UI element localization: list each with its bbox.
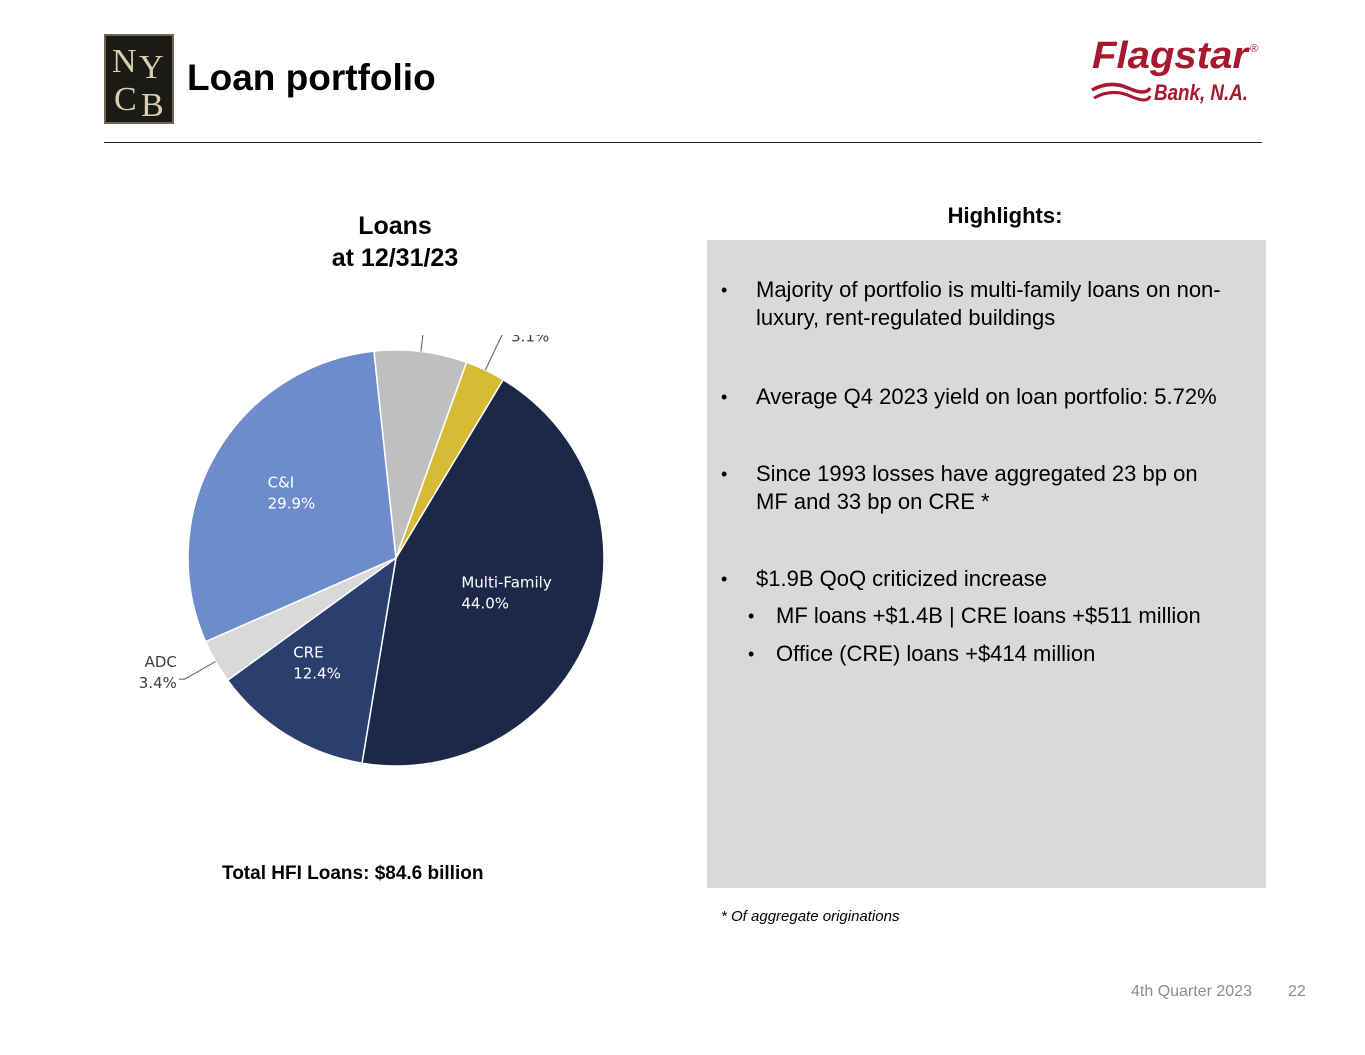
highlight-bullet-2: • Average Q4 2023 yield on loan portfoli… bbox=[721, 383, 1261, 411]
leader-line bbox=[178, 661, 216, 680]
highlight-sub-bullet-2: • Office (CRE) loans +$414 million bbox=[748, 640, 1258, 668]
slice-name-label: C&I bbox=[268, 473, 295, 491]
chart-title: Loans at 12/31/23 bbox=[290, 210, 500, 274]
slice-value-label: 12.4% bbox=[293, 665, 341, 683]
highlight-bullet-1: • Majority of portfolio is multi-family … bbox=[721, 276, 1261, 332]
flagstar-swoosh-icon bbox=[1091, 82, 1152, 94]
highlight-sub-bullet-2-text: Office (CRE) loans +$414 million bbox=[776, 641, 1096, 666]
page-number: 22 bbox=[1288, 983, 1306, 1000]
nycb-logo-letter-n: N bbox=[112, 43, 137, 80]
bullet-dot: • bbox=[748, 606, 755, 626]
highlight-bullet-1-line-1: Majority of portfolio is multi-family lo… bbox=[756, 277, 1221, 302]
flagstar-logo-sub: Bank, N.A. bbox=[1154, 80, 1248, 105]
highlight-sub-bullet-1: • MF loans +$1.4B | CRE loans +$511 mill… bbox=[748, 602, 1258, 630]
highlight-bullet-3-line-1: Since 1993 losses have aggregated 23 bp … bbox=[756, 461, 1198, 486]
header-divider bbox=[104, 142, 1262, 143]
highlight-bullet-2-line-1: Average Q4 2023 yield on loan portfolio:… bbox=[756, 384, 1217, 409]
bullet-dot: • bbox=[721, 280, 728, 300]
highlight-bullet-3-line-2: MF and 33 bp on CRE * bbox=[756, 489, 990, 514]
slice-value-label: 29.9% bbox=[268, 494, 316, 512]
highlight-bullet-1-line-2: luxury, rent-regulated buildings bbox=[756, 305, 1056, 330]
footer-quarter: 4th Quarter 2023 bbox=[1131, 983, 1252, 1000]
chart-title-line-1: Loans bbox=[358, 212, 432, 240]
flagstar-logo-text: Flagstar bbox=[1092, 35, 1250, 77]
pie-slice-cre bbox=[226, 556, 398, 765]
bullet-dot: • bbox=[721, 569, 728, 589]
nycb-logo-letter-y: Y bbox=[139, 49, 164, 86]
pie-slice-multi-family bbox=[361, 378, 605, 767]
flagstar-logo-registered: ® bbox=[1250, 43, 1258, 55]
slice-name-label: Multi-Family bbox=[461, 574, 551, 592]
flagstar-logo: Flagstar ® Bank, N.A. bbox=[1088, 30, 1268, 110]
bullet-dot: • bbox=[748, 644, 755, 664]
loan-pie-chart: Multi-Family 44.0% CRE 12.4% ADC 3.4% C&I 29.9%… bbox=[139, 335, 605, 767]
highlight-sub-bullet-1-text: MF loans +$1.4B | CRE loans +$511 millio… bbox=[776, 603, 1201, 628]
nycb-logo-letter-c: C bbox=[114, 81, 137, 118]
leader-line bbox=[484, 335, 503, 371]
highlight-bullet-3: • Since 1993 losses have aggregated 23 b… bbox=[721, 460, 1261, 516]
slice-name-label: ADC bbox=[145, 653, 177, 671]
bullet-dot: • bbox=[721, 464, 728, 484]
footnote: * Of aggregate originations bbox=[721, 908, 900, 925]
nycb-logo-letter-b: B bbox=[141, 87, 164, 122]
slice-value-label: 44.0% bbox=[461, 595, 509, 613]
nycb-logo: N Y C B bbox=[104, 34, 174, 124]
slice-value-label: 3.4% bbox=[139, 674, 177, 692]
highlight-bullet-4-line-1: $1.9B QoQ criticized increase bbox=[756, 566, 1048, 591]
slice-value-label: 3.1% bbox=[511, 335, 549, 346]
bullet-dot: • bbox=[721, 387, 728, 407]
highlights-title: Highlights: bbox=[947, 203, 1063, 228]
page-title: Loan portfolio bbox=[187, 57, 436, 98]
pie-slice-c-i bbox=[187, 350, 397, 643]
chart-title-line-2: at 12/31/23 bbox=[331, 244, 459, 272]
total-loans-label: Total HFI Loans: $84.6 billion bbox=[222, 863, 484, 884]
leader-line bbox=[420, 335, 424, 352]
slice-name-label: CRE bbox=[293, 644, 323, 662]
highlights-panel bbox=[707, 240, 1266, 888]
highlight-bullet-4: • $1.9B QoQ criticized increase bbox=[721, 565, 1261, 593]
